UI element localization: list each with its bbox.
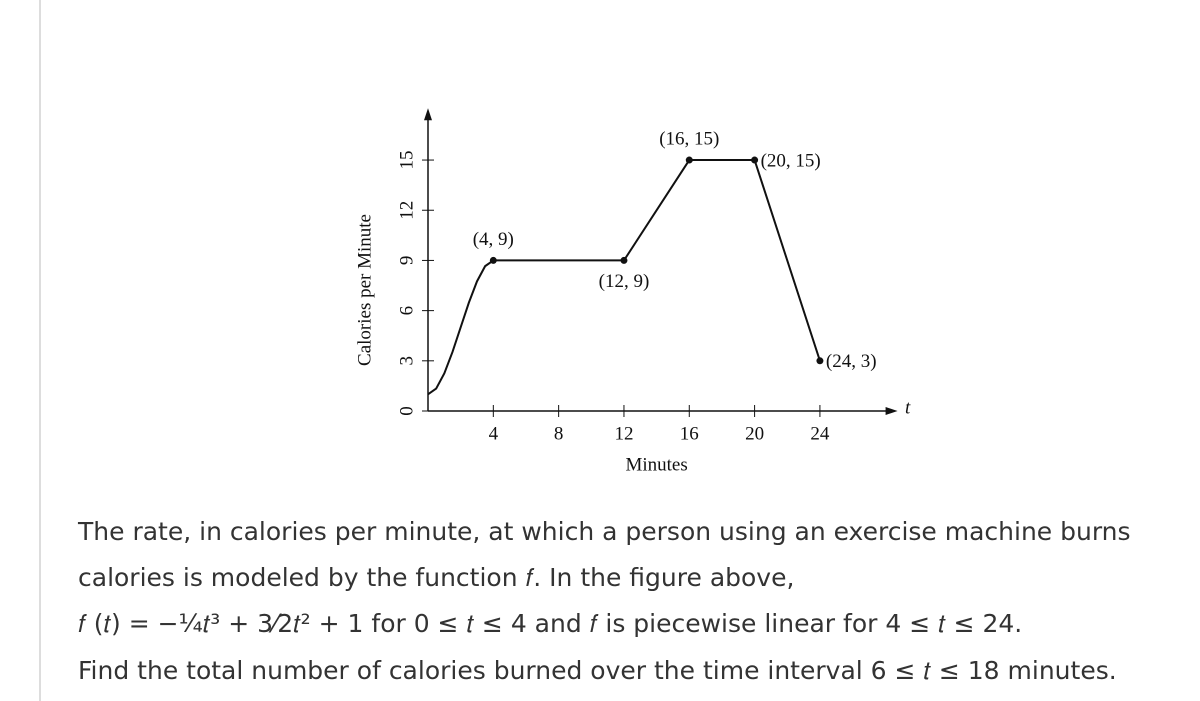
point-label: (12, 9): [599, 271, 650, 292]
text-line: 𝑓 (𝑡) = −¼𝑡³ + 3⁄2𝑡² + 1 for 0 ≤ 𝑡 ≤ 4 a…: [78, 609, 1023, 638]
y-tick-label: 9: [396, 256, 417, 266]
divider: [39, 0, 41, 701]
y-tick-label: 0: [396, 406, 417, 416]
point: [816, 357, 824, 365]
x-tick-label: 12: [614, 423, 633, 444]
x-axis-label: Minutes: [625, 454, 687, 475]
point-label: (4, 9): [473, 229, 514, 250]
point: [685, 156, 693, 164]
curve: [427, 259, 494, 396]
text-line: The rate, in calories per minute, at whi…: [78, 517, 1131, 546]
x-tick-label: 16: [680, 423, 699, 444]
x-tick-label: 24: [810, 423, 830, 444]
x-tick-label: 8: [554, 423, 564, 444]
y-arrow: [424, 108, 432, 121]
text-line: Find the total number of calories burned…: [78, 656, 1117, 685]
x-arrow: [885, 407, 898, 415]
point: [620, 256, 628, 264]
point: [489, 256, 497, 264]
point-label: (20, 15): [761, 150, 821, 171]
point-label: (24, 3): [826, 351, 877, 372]
y-axis-label: Calories per Minute: [354, 214, 375, 366]
point-label: (16, 15): [659, 128, 719, 149]
x-tick-label: 20: [745, 423, 764, 444]
y-tick-label: 12: [396, 201, 417, 220]
piecewise-line: [493, 159, 821, 362]
text-line: calories is modeled by the function 𝑓. I…: [78, 563, 795, 592]
point: [751, 156, 759, 164]
x-axis-symbol: t: [905, 397, 911, 418]
chart: t 0 3 6 9 12 15 4 8 12 16 20 24 Minutes Calories per M…: [354, 108, 911, 475]
x-tick-label: 4: [489, 423, 499, 444]
y-tick-label: 15: [396, 151, 417, 170]
y-tick-label: 3: [396, 356, 417, 366]
y-tick-label: 6: [396, 306, 417, 316]
